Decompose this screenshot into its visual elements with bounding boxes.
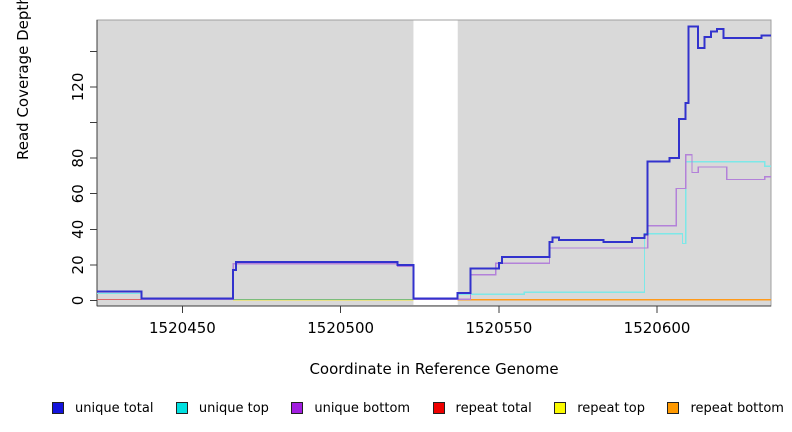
legend-swatch-icon: [175, 402, 188, 414]
y-tick-label: 0: [69, 296, 87, 306]
legend-swatch-icon: [291, 402, 304, 414]
legend-item-unique-top: unique top: [175, 400, 269, 416]
legend-label: repeat total: [455, 400, 532, 416]
legend-swatch-icon: [52, 402, 64, 414]
series-unique-bottom: [141, 153, 771, 300]
legend-label: unique top: [198, 400, 269, 416]
legend-label: unique total: [75, 400, 154, 416]
legend-item-unique-bottom: unique bottom: [291, 401, 410, 416]
x-tick-label: 1520450: [149, 319, 216, 337]
legend-swatch-icon: [667, 402, 680, 414]
legend-item-repeat-bottom: repeat bottom: [667, 401, 784, 416]
x-tick-label: 1520500: [307, 319, 374, 337]
legend-label: repeat bottom: [690, 400, 784, 416]
y-tick-label: 40: [69, 220, 87, 239]
y-tick-label: 80: [69, 149, 87, 168]
legend-swatch-icon: [432, 402, 445, 414]
legend-swatch-icon: [554, 402, 567, 414]
legend-label: repeat top: [577, 400, 645, 416]
legend-item-unique-total: unique total: [52, 401, 153, 416]
y-tick-label: 20: [69, 255, 87, 274]
series-unique-top: [457, 161, 771, 295]
y-tick-label: 60: [69, 184, 87, 203]
legend: unique total unique top unique bottom repea…: [52, 396, 784, 420]
legend-label: unique bottom: [314, 400, 411, 416]
coverage-plot-canvas: 1520450 1520500 1520550 1520600 0 20 40 60 80 120: [69, 13, 772, 337]
legend-item-repeat-total: repeat total: [432, 400, 532, 416]
y-tick-label: 120: [69, 73, 87, 102]
x-tick-label: 1520550: [465, 319, 532, 337]
no-data-gap: [413, 13, 458, 305]
x-tick-label: 1520600: [624, 319, 691, 337]
x-axis-label: Coordinate in Reference Genome: [309, 360, 559, 378]
series-unique-total: [97, 25, 771, 300]
legend-item-repeat-top: repeat top: [554, 401, 645, 416]
